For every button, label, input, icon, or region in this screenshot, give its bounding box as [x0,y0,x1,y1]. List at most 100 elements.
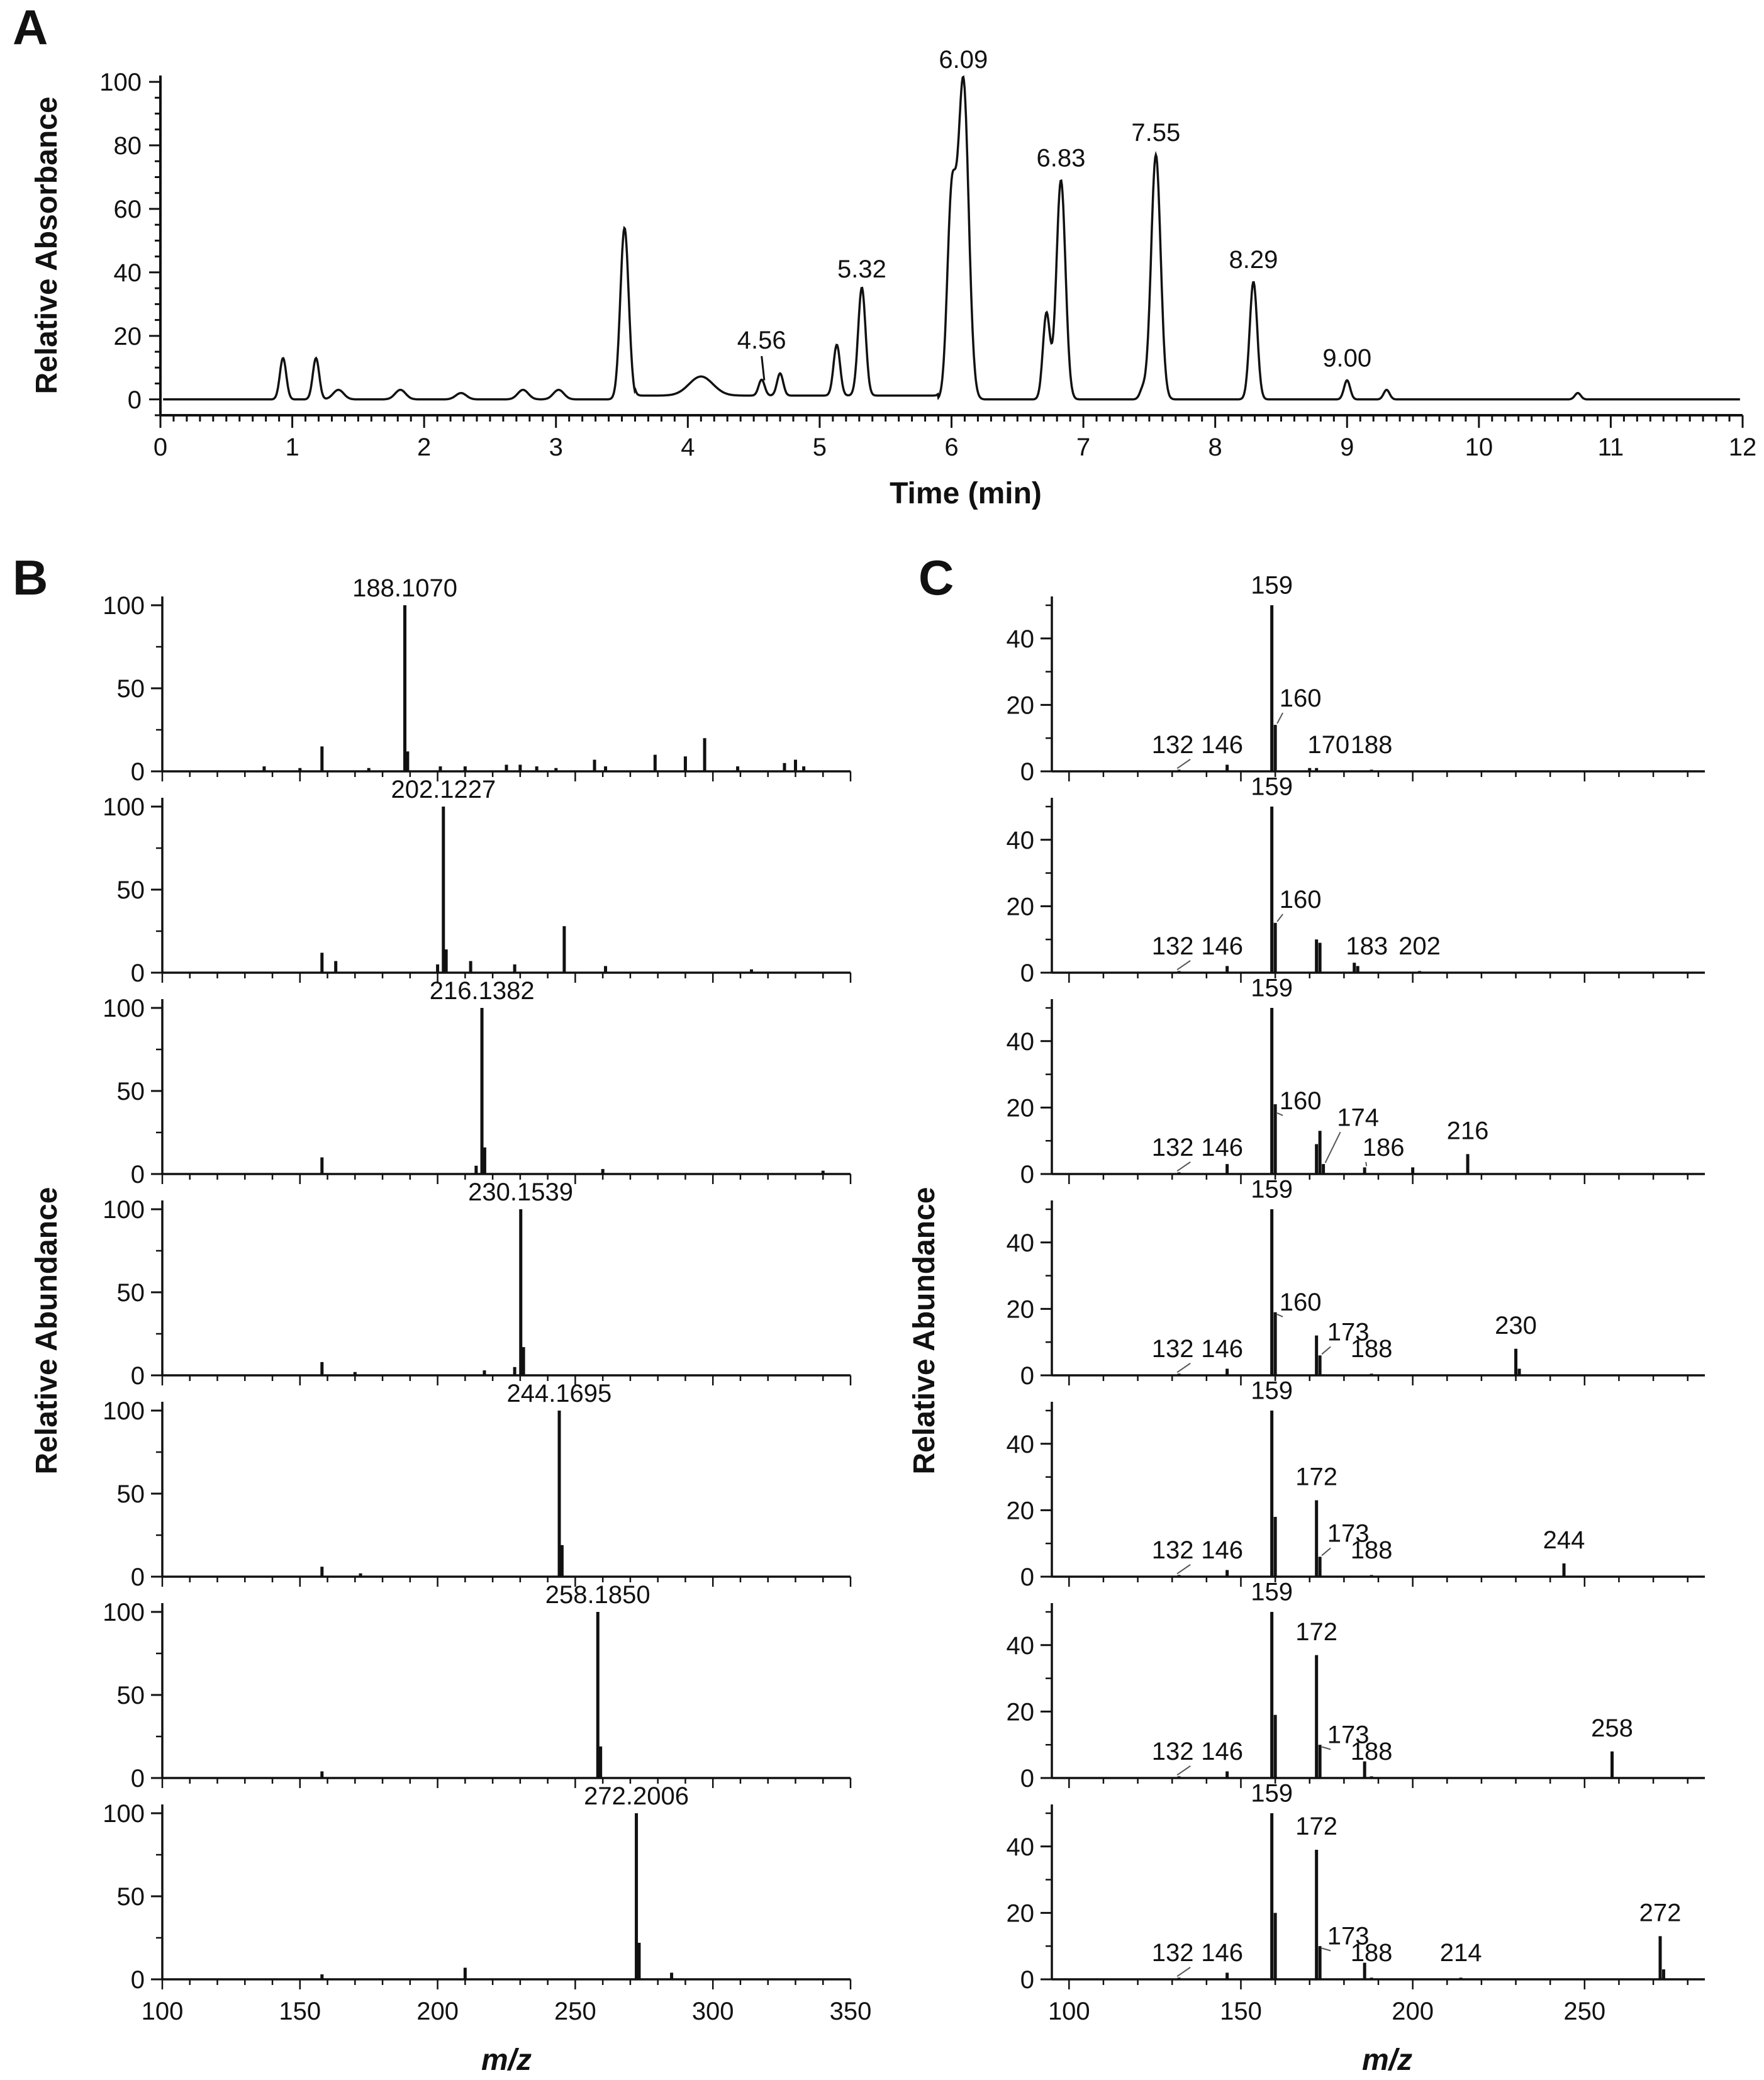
panel-c-peak-bar [1273,725,1277,771]
panel-a-peak-label: 8.29 [1229,246,1278,274]
panel-b-y-tick-label: 100 [103,1599,145,1626]
panel-c-peak-bar [1356,966,1359,973]
panel-c-peak-bar [1177,1977,1181,1979]
panel-b-peak-bar [560,1545,564,1577]
panel-c-peak-label: 146 [1201,1134,1243,1161]
panel-b-y-tick-label: 100 [103,1196,145,1224]
panel-c-label-leader [1324,1131,1341,1163]
panel-c-y-tick-label: 0 [1020,1765,1034,1792]
panel-c-peak-label: 159 [1251,1578,1293,1606]
panel-c-peak-label: 146 [1201,1738,1243,1765]
panel-a-x-tick-label: 0 [154,433,167,461]
panel-c-y-tick-label: 20 [1007,1497,1035,1524]
panel-a-x-tick-label: 3 [549,433,563,461]
panel-c-peak-label: 244 [1543,1526,1585,1554]
panel-b-x-tick-label: 200 [416,1998,459,2025]
panel-b-peak-bar [406,751,410,771]
panel-c-peak-bar [1273,922,1277,973]
panel-c-peak-bar [1273,1104,1277,1174]
panel-c-peak-bar [1273,1312,1277,1375]
panel-b-peak-bar [334,961,338,973]
panel-c-peak-bar [1318,1557,1322,1577]
panel-b-peak-bar [320,1157,324,1174]
panel-c-peak-bar [1315,1500,1319,1577]
panel-c-peak-bar [1466,1154,1470,1174]
panel-c-peak-label: 159 [1251,773,1293,800]
panel-c-peak-label: 132 [1152,1738,1194,1765]
panel-b-peak-bar [442,807,445,973]
panel-c-peak-bar [1225,1368,1229,1375]
panel-c-letter: C [918,550,954,605]
panel-c-peak-label: 214 [1440,1939,1482,1967]
panel-c-peak-bar [1177,769,1181,771]
panel-b-peak-bar [596,1612,600,1778]
panel-b-peak-bar [783,763,786,771]
panel-b-peak-bar [438,766,442,771]
panel-b-x-tick-label: 150 [279,1998,321,2025]
panel-b-peak-bar [554,768,558,771]
panel-b-peak-bar [483,1147,486,1174]
panel-b-xlabel: m/z [481,2044,532,2077]
panel-c-label-leader [1321,1547,1331,1557]
panel-c-label-leader [1321,1746,1331,1750]
panel-c-peak-label: 188 [1351,1738,1393,1765]
panel-c-peak-bar [1315,1144,1319,1174]
panel-b-y-tick-label: 50 [117,1078,145,1105]
panel-b-peak-bar [359,1573,362,1577]
panel-b-peak-bar [519,1209,523,1375]
panel-c-peak-label: 159 [1251,1377,1293,1404]
panel-b-y-tick-label: 0 [131,1563,145,1591]
panel-c-peak-bar [1363,1167,1366,1174]
panel-b-peak-bar [483,1370,486,1375]
panel-b-peak-bar [513,1367,516,1375]
panel-b-base-peak-label: 216.1382 [430,977,535,1005]
panel-b-y-tick-label: 0 [131,1765,145,1792]
panel-c-peak-label: 172 [1295,1618,1337,1646]
panel-a-xlabel: Time (min) [890,477,1042,510]
panel-c-label-leader [1276,712,1283,724]
panel-a-x-tick-label: 8 [1209,433,1222,461]
panel-c-peak-label: 159 [1251,1779,1293,1807]
panel-c-peak-label: 173 [1327,1922,1370,1950]
panel-b-y-tick-label: 50 [117,1279,145,1307]
panel-c-peak-bar [1370,769,1373,771]
panel-b-y-tick-label: 100 [103,793,145,821]
panel-c-x-tick-label: 200 [1392,1998,1434,2025]
panel-c-peak-bar [1411,1167,1415,1174]
panel-b-peak-bar [469,961,472,973]
panel-c-peak-label: 159 [1251,974,1293,1002]
panel-b-peak-bar [749,969,753,973]
panel-c-peak-bar [1363,1761,1366,1778]
panel-c-peak-bar [1270,807,1274,973]
panel-b-peak-bar [262,766,266,771]
panel-c-label-leader [1176,759,1191,769]
panel-c-x-tick-label: 250 [1563,1998,1605,2025]
panel-c-peak-bar [1370,1373,1373,1375]
panel-c-peak-bar [1610,1751,1614,1778]
panel-b-peak-bar [736,766,740,771]
panel-b-y-tick-label: 0 [131,1362,145,1390]
panel-a-peak-label: 9.00 [1322,344,1371,372]
panel-c-peak-bar [1459,1977,1463,1979]
panel-c-y-tick-label: 0 [1020,1563,1034,1591]
panel-c-xlabel: m/z [1362,2044,1412,2077]
panel-c-peak-bar [1225,1570,1229,1577]
panel-a-peak-label: 5.32 [837,255,886,283]
panel-b-y-tick-label: 50 [117,1682,145,1709]
panel-b-base-peak-label: 244.1695 [506,1380,611,1407]
panel-c-peak-bar [1370,1776,1373,1778]
panel-b-peak-bar [513,964,516,973]
panel-c-peak-label: 172 [1295,1463,1337,1491]
panel-a-peak-label: 4.56 [737,327,786,354]
panel-c-peak-label: 230 [1495,1312,1537,1339]
panel-a-x-tick-label: 11 [1598,433,1624,461]
panel-a-trace [163,75,1740,401]
panel-c-y-tick-label: 0 [1020,959,1034,987]
panel-c-peak-bar [1370,1977,1373,1979]
panel-b-spectrum: 0 50 100 202.1227 [103,776,852,987]
panel-a-x-tick-label: 6 [944,433,958,461]
panel-b-base-peak-label: 272.2006 [584,1782,689,1810]
